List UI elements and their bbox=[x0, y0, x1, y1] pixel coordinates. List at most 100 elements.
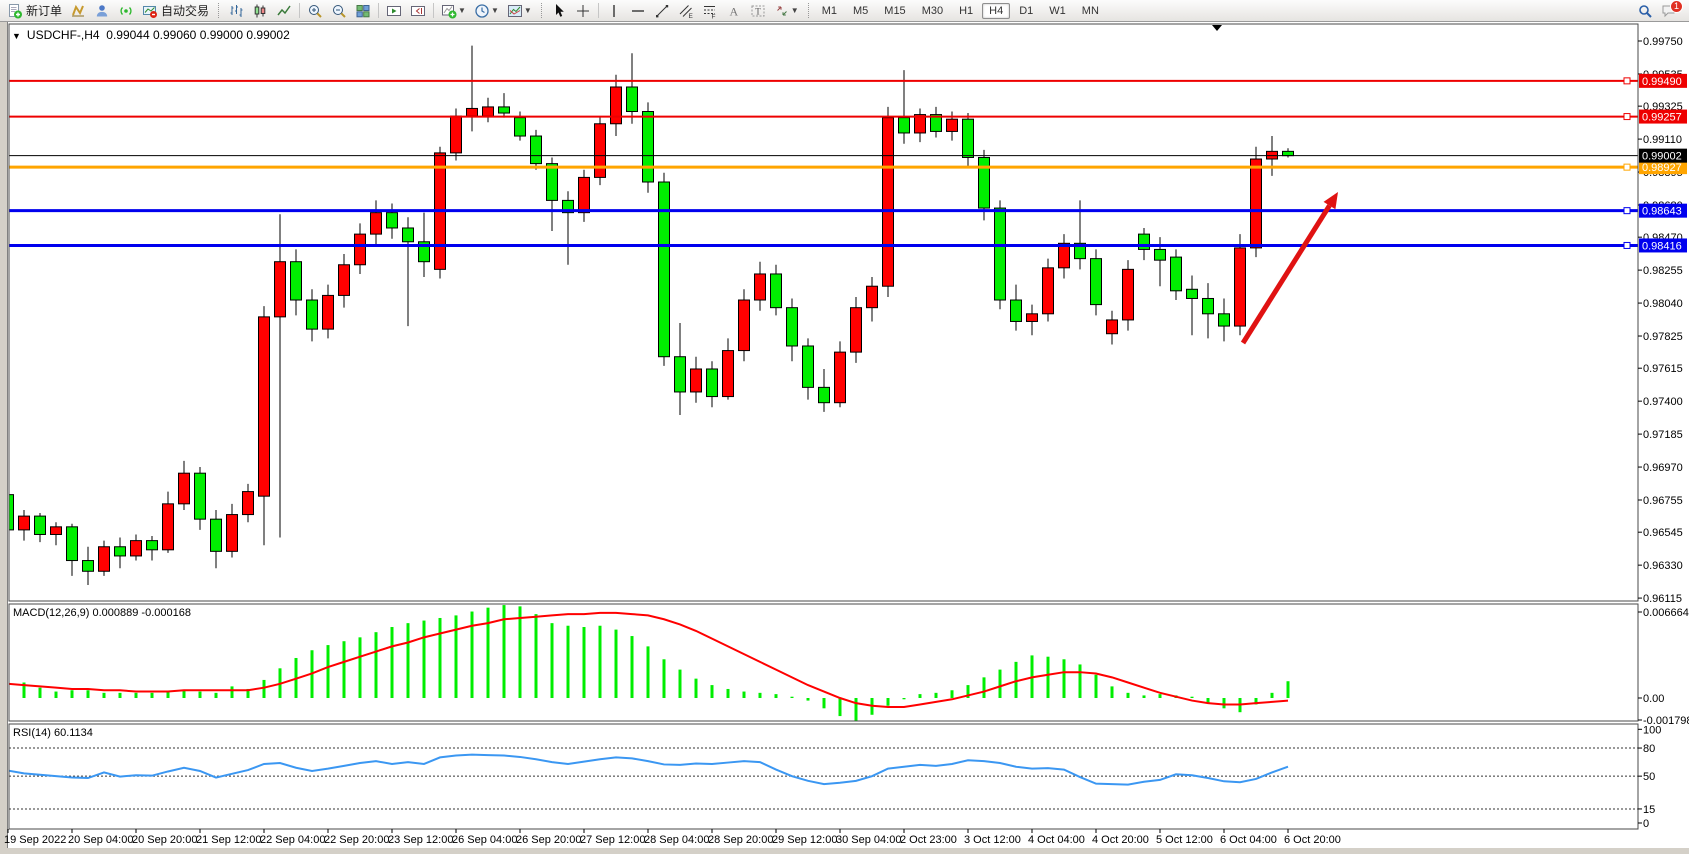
svg-text:0.98040: 0.98040 bbox=[1643, 298, 1683, 310]
toolbar-grip bbox=[807, 3, 809, 18]
trendline-icon bbox=[655, 4, 668, 17]
horizontal-line-button[interactable] bbox=[627, 1, 649, 21]
crosshair-button[interactable] bbox=[572, 1, 594, 21]
text-icon: A bbox=[729, 4, 738, 18]
timeframe-m1-button[interactable]: M1 bbox=[821, 4, 837, 17]
cursor-button[interactable] bbox=[548, 1, 570, 21]
timeframe-h4-button[interactable]: H4 bbox=[982, 2, 1011, 19]
market-watch-button[interactable] bbox=[67, 1, 89, 21]
svg-text:0.96755: 0.96755 bbox=[1643, 495, 1683, 507]
person-button[interactable] bbox=[91, 1, 113, 21]
indicators-button[interactable]: ▼ bbox=[438, 1, 469, 21]
toolbar-right-group: 1 bbox=[1633, 0, 1686, 21]
svg-text:E: E bbox=[688, 13, 693, 19]
svg-text:0.98416: 0.98416 bbox=[1642, 240, 1682, 252]
macd-layer bbox=[9, 605, 1290, 721]
auto-scroll-icon bbox=[387, 5, 402, 16]
timeframe-m15-button[interactable]: M15 bbox=[884, 4, 906, 17]
zoom-out-button[interactable] bbox=[328, 1, 350, 21]
zoom-in-button[interactable] bbox=[304, 1, 326, 21]
timeframe-h1-button[interactable]: H1 bbox=[959, 4, 974, 17]
svg-text:0.99257: 0.99257 bbox=[1642, 112, 1682, 124]
svg-text:4 Oct 04:00: 4 Oct 04:00 bbox=[1028, 834, 1085, 846]
indicators-icon bbox=[442, 4, 457, 18]
chart-title-bar: ▼ USDCHF-,H4 0.99044 0.99060 0.99000 0.99… bbox=[12, 28, 290, 42]
svg-text:T: T bbox=[755, 6, 761, 16]
timeframe-m5-button[interactable]: M5 bbox=[853, 4, 869, 17]
svg-text:0.006664: 0.006664 bbox=[1643, 607, 1689, 619]
chart-shift-icon bbox=[411, 5, 426, 16]
zoom-in-icon bbox=[309, 4, 322, 18]
timeframe-mn-button[interactable]: MN bbox=[1081, 4, 1099, 17]
chart-symbol-period: USDCHF-,H4 bbox=[26, 28, 100, 42]
person-icon bbox=[96, 4, 108, 16]
chevron-down-icon[interactable]: ▼ bbox=[790, 6, 799, 15]
toolbar-grip bbox=[540, 3, 542, 18]
rsi-indicator-label: RSI(14) 60.1134 bbox=[13, 727, 93, 739]
auto-scroll-button[interactable] bbox=[383, 1, 405, 21]
signal-button[interactable] bbox=[115, 1, 137, 21]
crosshair-icon bbox=[576, 4, 589, 17]
svg-text:0.98255: 0.98255 bbox=[1643, 265, 1683, 277]
tile-windows-button[interactable] bbox=[352, 1, 374, 21]
autotrading-button[interactable]: 自动交易 bbox=[139, 1, 212, 21]
svg-text:26 Sep 04:00: 26 Sep 04:00 bbox=[452, 834, 517, 846]
chart-shift-button[interactable] bbox=[407, 1, 429, 21]
new-order-icon bbox=[9, 3, 22, 18]
svg-text:3 Oct 12:00: 3 Oct 12:00 bbox=[964, 834, 1021, 846]
equidistant-channel-button[interactable]: E bbox=[675, 1, 697, 21]
fibonacci-icon: F bbox=[703, 5, 715, 19]
zoom-out-icon bbox=[333, 4, 346, 18]
chart-ohlc-values: 0.99044 0.99060 0.99000 0.99002 bbox=[106, 28, 290, 42]
hlines-layer bbox=[9, 77, 1638, 249]
svg-text:15: 15 bbox=[1643, 804, 1655, 816]
text-button[interactable]: A bbox=[723, 1, 745, 21]
timeframe-m30-button[interactable]: M30 bbox=[921, 4, 944, 17]
svg-text:0: 0 bbox=[1643, 818, 1649, 830]
svg-text:22 Sep 04:00: 22 Sep 04:00 bbox=[260, 834, 325, 846]
vertical-line-button[interactable] bbox=[603, 1, 625, 21]
bar-chart-button[interactable] bbox=[225, 1, 247, 21]
svg-text:50: 50 bbox=[1643, 771, 1655, 783]
arrow-objects-button[interactable]: ▼ bbox=[771, 1, 802, 21]
svg-text:0.99750: 0.99750 bbox=[1643, 36, 1683, 48]
arrow-objects-icon bbox=[776, 6, 787, 15]
svg-text:28 Sep 04:00: 28 Sep 04:00 bbox=[644, 834, 709, 846]
trendline-button[interactable] bbox=[651, 1, 673, 21]
chevron-down-icon[interactable]: ▼ bbox=[458, 6, 466, 15]
line-chart-button[interactable] bbox=[273, 1, 295, 21]
collapse-chart-button[interactable]: ▼ bbox=[12, 31, 21, 41]
trend-arrow bbox=[1240, 204, 1332, 345]
timeframe-d1-button[interactable]: D1 bbox=[1019, 4, 1034, 17]
notifications-button[interactable]: 1 bbox=[1658, 0, 1683, 21]
candlestick-chart-button[interactable] bbox=[249, 1, 271, 21]
search-button[interactable] bbox=[1634, 1, 1656, 21]
svg-text:F: F bbox=[711, 13, 715, 19]
svg-text:19 Sep 2022: 19 Sep 2022 bbox=[4, 834, 66, 846]
periods-button[interactable]: ▼ bbox=[471, 1, 502, 21]
autotrading-label: 自动交易 bbox=[161, 4, 210, 18]
svg-text:0.96970: 0.96970 bbox=[1643, 462, 1683, 474]
text-label-icon: T bbox=[751, 5, 765, 16]
svg-text:0.96545: 0.96545 bbox=[1643, 527, 1683, 539]
candlestick-chart-icon bbox=[254, 4, 266, 17]
autotrading-icon bbox=[143, 5, 158, 18]
equidistant-channel-icon: E bbox=[679, 4, 693, 19]
timeframe-w1-button[interactable]: W1 bbox=[1049, 4, 1066, 17]
svg-text:21 Sep 12:00: 21 Sep 12:00 bbox=[196, 834, 261, 846]
svg-text:4 Oct 20:00: 4 Oct 20:00 bbox=[1092, 834, 1149, 846]
new-order-button[interactable]: 新订单 bbox=[4, 1, 65, 21]
rsi-layer bbox=[9, 747, 1638, 810]
fibonacci-button[interactable]: F bbox=[699, 1, 721, 21]
chart-shift-marker bbox=[1212, 25, 1222, 31]
svg-text:0.96330: 0.96330 bbox=[1643, 560, 1683, 572]
chevron-down-icon[interactable]: ▼ bbox=[523, 6, 532, 15]
toolbar-separator bbox=[433, 3, 435, 18]
templates-button[interactable]: ▼ bbox=[504, 1, 535, 21]
svg-text:28 Sep 20:00: 28 Sep 20:00 bbox=[708, 834, 773, 846]
vertical-line-icon bbox=[613, 4, 615, 17]
market-watch-icon bbox=[72, 4, 85, 16]
text-label-button[interactable]: T bbox=[747, 1, 769, 21]
chevron-down-icon[interactable]: ▼ bbox=[490, 6, 499, 15]
